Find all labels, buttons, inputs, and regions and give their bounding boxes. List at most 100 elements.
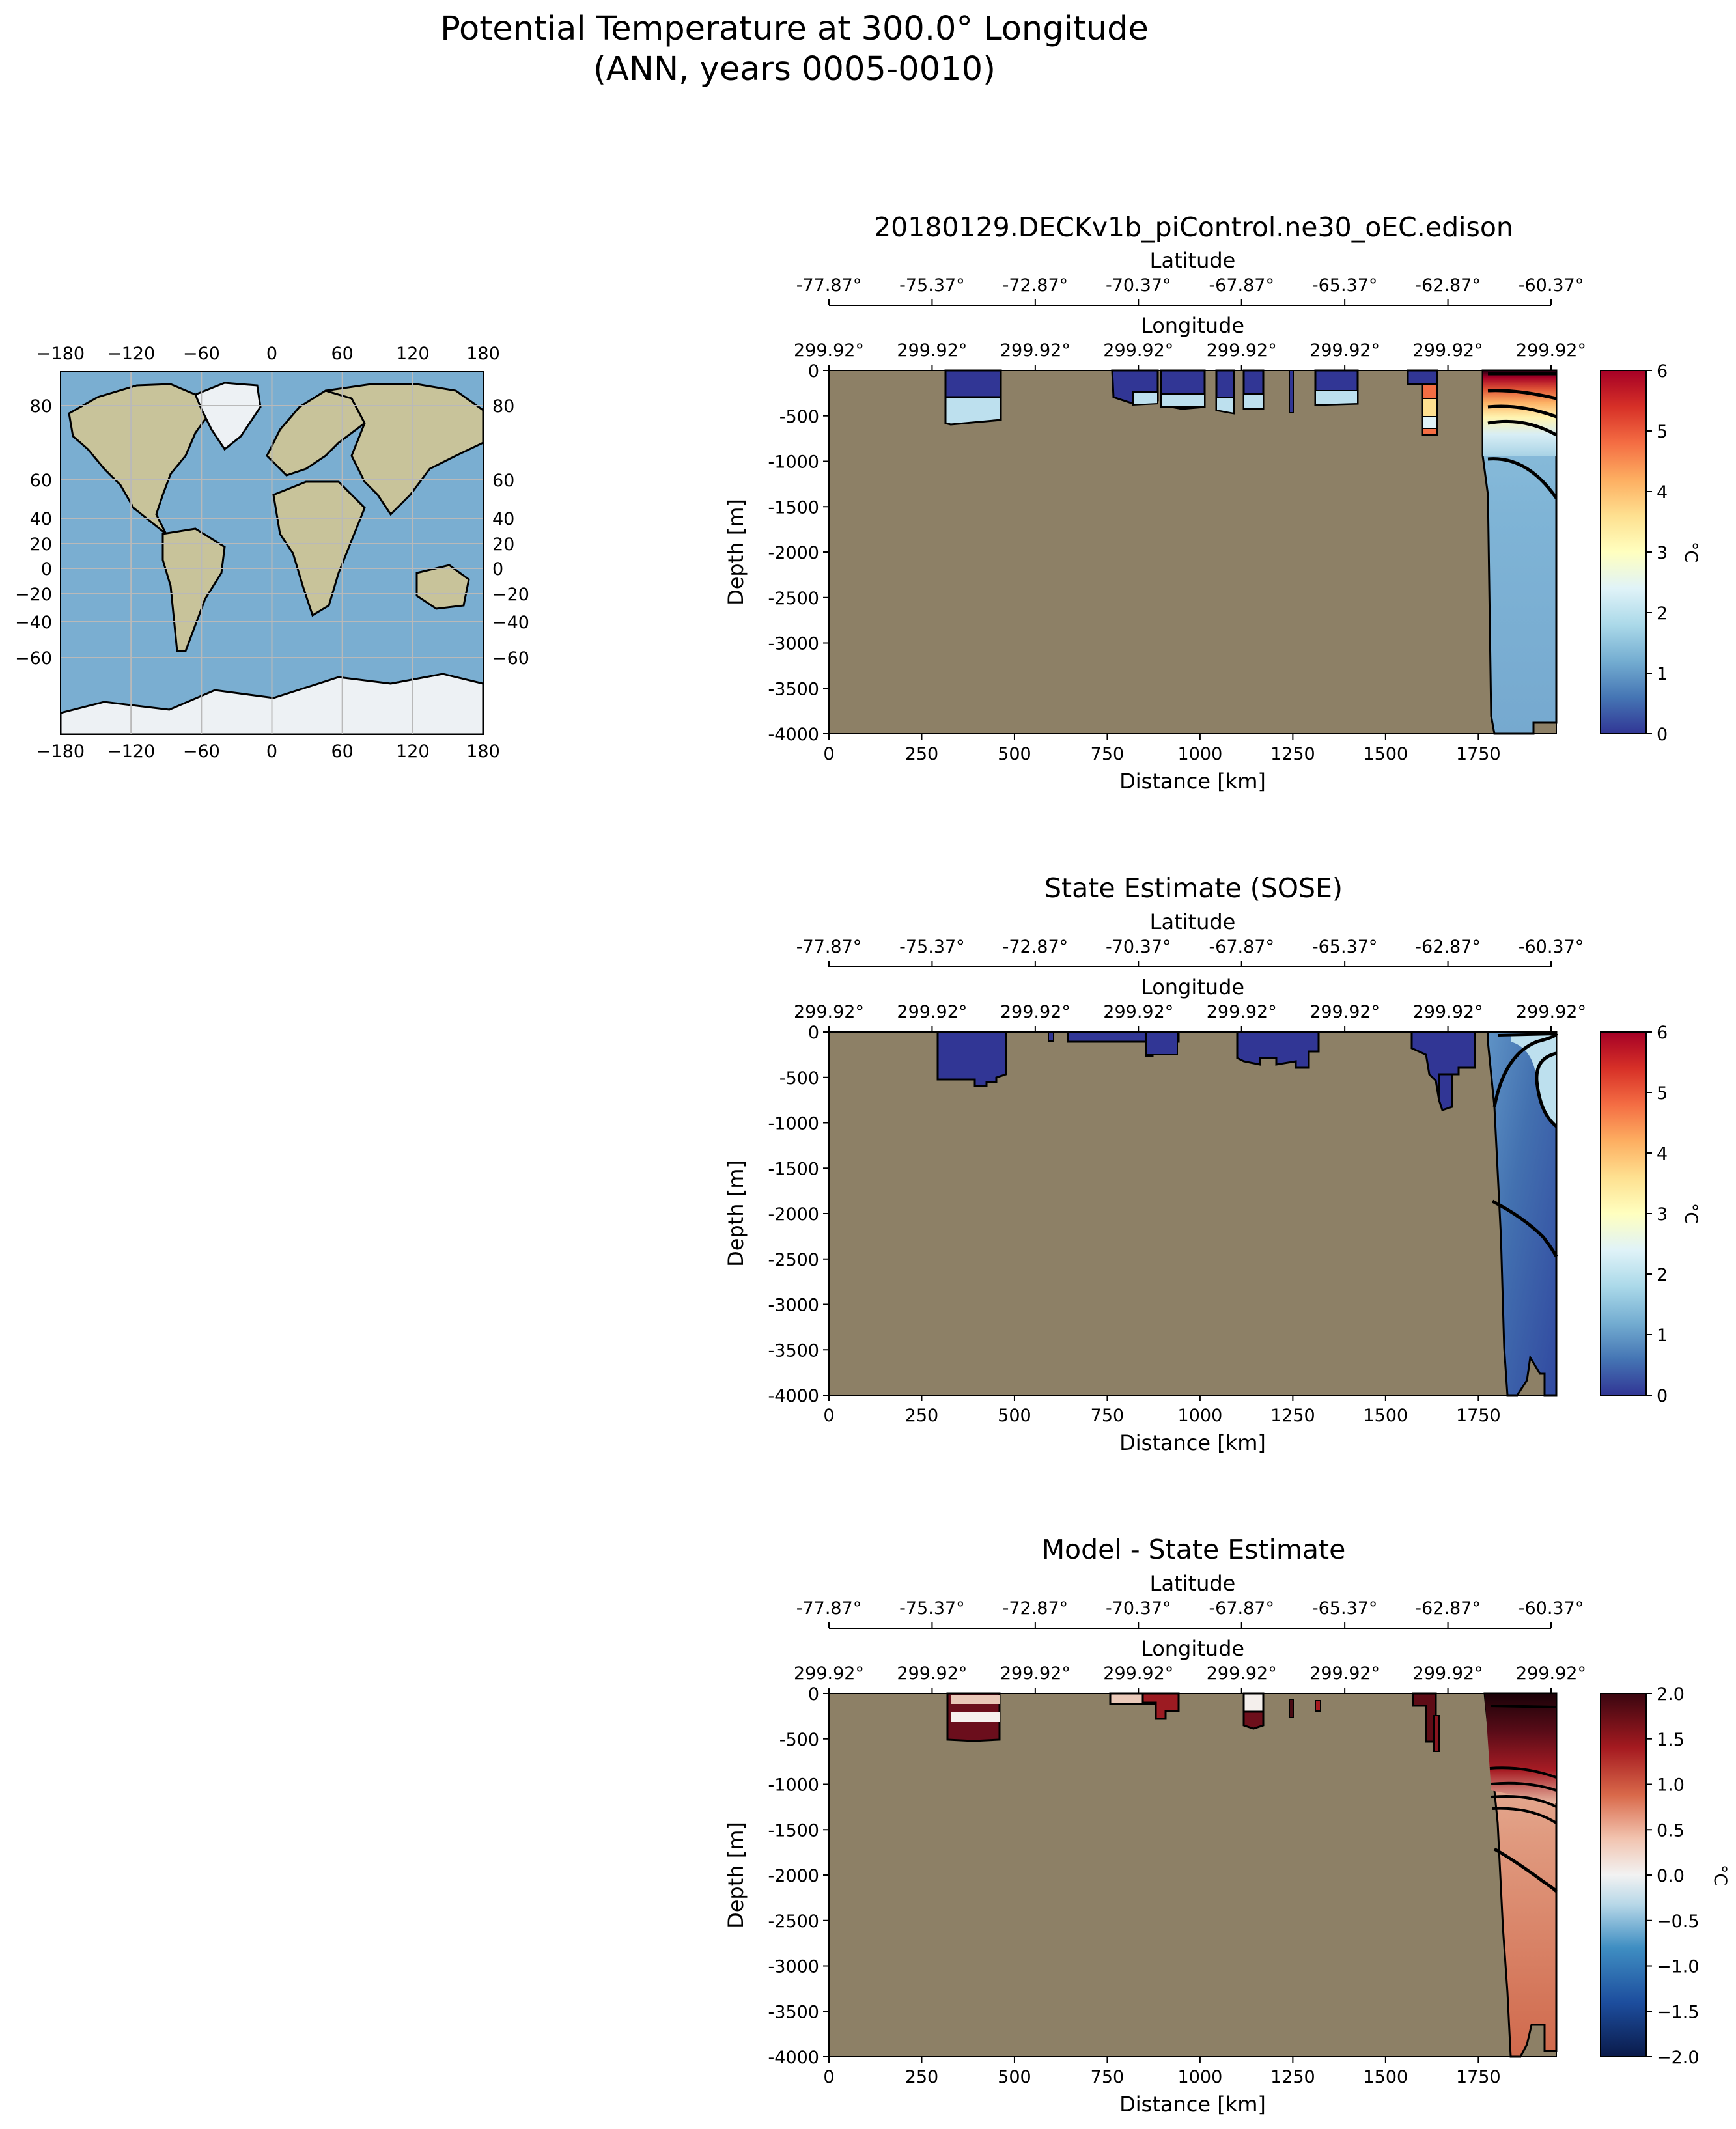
map-tick-label-bottom: 180 bbox=[466, 742, 500, 762]
map-tick-label-top: −120 bbox=[107, 344, 155, 364]
colorbar-tick-label: 2.0 bbox=[1657, 1684, 1685, 1705]
ocean-patch bbox=[951, 1712, 1000, 1722]
map-tick-label-right: 80 bbox=[492, 397, 514, 417]
map-tick-label-left: 20 bbox=[30, 535, 52, 555]
longitude-tick-label: 299.92° bbox=[794, 1663, 864, 1684]
y-tick-label: -4000 bbox=[768, 1386, 819, 1406]
colorbar-label: °C bbox=[1681, 542, 1701, 563]
latitude-tick-label: -70.37° bbox=[1106, 275, 1171, 296]
colorbar-tick-label: −1.0 bbox=[1657, 1957, 1700, 1977]
longitude-tick-label: 299.92° bbox=[1000, 1002, 1071, 1022]
latitude-axis-label: Latitude bbox=[1150, 910, 1236, 934]
y-tick-label: -1000 bbox=[768, 1114, 819, 1134]
contour-line bbox=[1489, 1766, 1557, 1779]
colorbar-tick-label: 3 bbox=[1657, 543, 1668, 563]
latitude-tick-label: -67.87° bbox=[1209, 275, 1274, 296]
colorbar: 0 1 2 3 4 5 6 °C bbox=[1600, 1023, 1701, 1406]
map-tick-label-top: 180 bbox=[466, 344, 500, 364]
ocean-patch bbox=[1243, 393, 1264, 410]
y-tick-label: 0 bbox=[808, 361, 819, 382]
panel-title: State Estimate (SOSE) bbox=[1044, 872, 1343, 904]
colorbar-label: °C bbox=[1681, 1203, 1701, 1224]
colorbar-tick-label: 6 bbox=[1657, 1023, 1668, 1043]
y-tick-label: -1000 bbox=[768, 452, 819, 473]
map-tick-label-bottom: −60 bbox=[183, 742, 220, 762]
ocean-patch bbox=[1289, 1699, 1294, 1718]
contour-line bbox=[1487, 457, 1558, 499]
ocean-patch bbox=[944, 369, 1002, 398]
map-tick-label-top: 0 bbox=[266, 344, 277, 364]
y-tick-label: -2000 bbox=[768, 1866, 819, 1886]
colorbar-gradient bbox=[1600, 370, 1647, 734]
contour-line bbox=[1487, 404, 1557, 419]
map-tick-label-left: −20 bbox=[15, 585, 52, 605]
map-tick-label-right: 40 bbox=[492, 509, 514, 529]
map-tick-label-bottom: 0 bbox=[266, 742, 277, 762]
latitude-tick-label: -75.37° bbox=[899, 937, 965, 957]
map-tick-label-top: 120 bbox=[396, 344, 430, 364]
x-tick-label: 1750 bbox=[1456, 1406, 1501, 1426]
colorbar-tick-label: 5 bbox=[1657, 1083, 1668, 1104]
longitude-axis-label: Longitude bbox=[1141, 975, 1244, 999]
contour-line bbox=[1491, 1705, 1557, 1708]
map-tick-label-bottom: −120 bbox=[107, 742, 155, 762]
map-tick-label-right: 0 bbox=[492, 559, 503, 579]
land-background bbox=[829, 1032, 1556, 1395]
colorbar-tick-label: 0.5 bbox=[1657, 1820, 1685, 1841]
ocean-patch bbox=[1132, 391, 1158, 406]
colorbar-tick-label: −0.5 bbox=[1657, 1912, 1700, 1932]
colorbar-tick-label: 1.5 bbox=[1657, 1730, 1685, 1750]
colorbar-tick-label: 2 bbox=[1657, 1265, 1668, 1285]
land-background bbox=[829, 1693, 1556, 2057]
longitude-tick-label: 299.92° bbox=[1516, 1002, 1586, 1022]
map-tick-label-bottom: 120 bbox=[396, 742, 430, 762]
longitude-tick-label: 299.92° bbox=[1103, 1002, 1173, 1022]
colorbar: 0 1 2 3 4 5 6 °C bbox=[1600, 361, 1701, 745]
y-tick-label: -3500 bbox=[768, 679, 819, 699]
map-tick-label-bottom: 60 bbox=[331, 742, 353, 762]
latitude-tick-label: -65.37° bbox=[1312, 937, 1378, 957]
map-frame bbox=[60, 371, 484, 735]
y-axis-label: Depth [m] bbox=[723, 499, 748, 605]
ocean-patch bbox=[1216, 397, 1235, 415]
longitude-tick-label: 299.92° bbox=[1000, 341, 1071, 361]
map-gridlines bbox=[61, 372, 483, 734]
contour-line bbox=[1535, 1051, 1558, 1128]
colorbar-tick-label: 1.0 bbox=[1657, 1775, 1685, 1796]
panel-title: 20180129.DECKv1b_piControl.ne30_oEC.edis… bbox=[874, 212, 1513, 243]
contour-line bbox=[1492, 1807, 1558, 1824]
map-tick-label-left: 0 bbox=[41, 559, 52, 579]
latitude-tick-label: -62.87° bbox=[1415, 275, 1481, 296]
map-tick-label-left: 80 bbox=[30, 397, 52, 417]
latitude-tick-label: -60.37° bbox=[1519, 937, 1584, 957]
latitude-axis-label: Latitude bbox=[1150, 1571, 1236, 1596]
x-tick-label: 500 bbox=[998, 2067, 1031, 2087]
y-tick-label: -3000 bbox=[768, 634, 819, 654]
colorbar-gradient bbox=[1600, 1693, 1647, 2057]
y-tick-label: 0 bbox=[808, 1684, 819, 1705]
longitude-tick-label: 299.92° bbox=[1516, 341, 1586, 361]
x-tick-label: 1000 bbox=[1178, 2067, 1223, 2087]
latitude-tick-label: -62.87° bbox=[1415, 1598, 1481, 1619]
ocean-patch bbox=[1289, 370, 1294, 413]
latitude-tick-label: -77.87° bbox=[796, 1598, 862, 1619]
y-tick-label: -3000 bbox=[768, 1296, 819, 1316]
y-tick-label: -1500 bbox=[768, 497, 819, 518]
x-tick-label: 250 bbox=[905, 744, 939, 764]
contour-line bbox=[1497, 1033, 1557, 1037]
y-tick-label: -2500 bbox=[768, 589, 819, 609]
longitude-tick-label: 299.92° bbox=[897, 341, 967, 361]
colorbar-tick-label: 3 bbox=[1657, 1204, 1668, 1225]
y-tick-label: -1500 bbox=[768, 1820, 819, 1841]
longitude-tick-label: 299.92° bbox=[1103, 1663, 1173, 1684]
y-tick-label: -500 bbox=[779, 1068, 819, 1089]
latitude-tick-label: -72.87° bbox=[1003, 1598, 1069, 1619]
y-axis-label: Depth [m] bbox=[723, 1160, 748, 1267]
latitude-tick-label: -75.37° bbox=[899, 275, 965, 296]
figure-title-line1: Potential Temperature at 300.0° Longitud… bbox=[440, 10, 1149, 48]
ocean-patch bbox=[951, 1695, 1000, 1704]
longitude-tick-label: 299.92° bbox=[794, 341, 864, 361]
axes: 0 250 500 750 1000 1250 1500 1750 0 -500 -1000 -150… bbox=[723, 910, 1586, 1455]
longitude-tick-label: 299.92° bbox=[1413, 1002, 1483, 1022]
colorbar-tick-label: 4 bbox=[1657, 1144, 1668, 1164]
